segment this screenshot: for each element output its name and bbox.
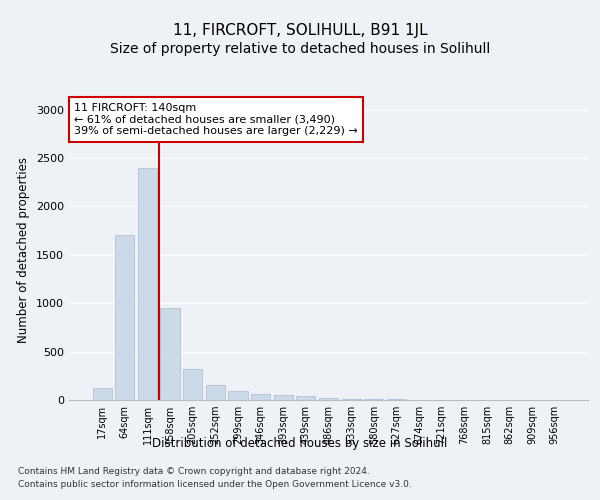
Bar [387,399,406,400]
Bar [319,398,338,400]
Bar [160,308,180,400]
Bar [206,386,225,400]
Bar [183,368,202,400]
Bar [364,399,383,400]
Bar [341,398,361,400]
Bar [296,396,316,400]
Bar [138,168,157,400]
Y-axis label: Number of detached properties: Number of detached properties [17,157,31,343]
Bar [274,395,293,400]
Text: 11, FIRCROFT, SOLIHULL, B91 1JL: 11, FIRCROFT, SOLIHULL, B91 1JL [173,22,427,38]
Text: Contains public sector information licensed under the Open Government Licence v3: Contains public sector information licen… [18,480,412,489]
Bar [229,392,248,400]
Bar [251,394,270,400]
Text: Contains HM Land Registry data © Crown copyright and database right 2024.: Contains HM Land Registry data © Crown c… [18,468,370,476]
Text: 11 FIRCROFT: 140sqm
← 61% of detached houses are smaller (3,490)
39% of semi-det: 11 FIRCROFT: 140sqm ← 61% of detached ho… [74,103,358,136]
Text: Distribution of detached houses by size in Solihull: Distribution of detached houses by size … [152,438,448,450]
Bar [115,236,134,400]
Bar [92,388,112,400]
Text: Size of property relative to detached houses in Solihull: Size of property relative to detached ho… [110,42,490,56]
